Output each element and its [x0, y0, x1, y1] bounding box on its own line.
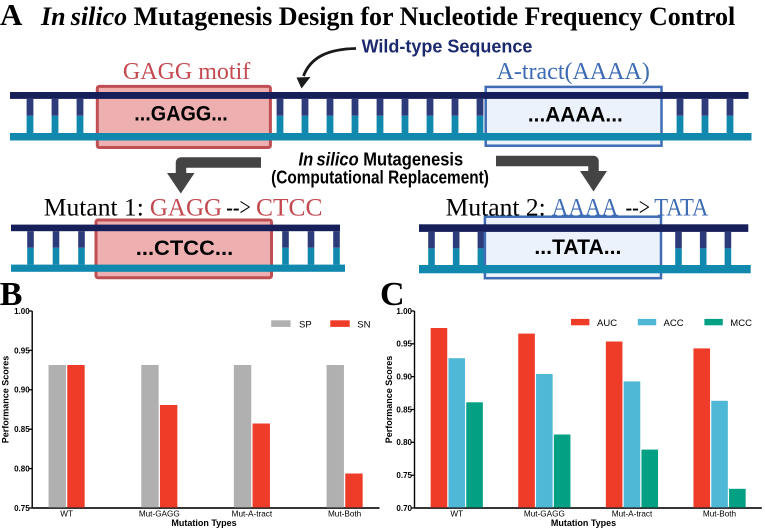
svg-text:Mut-Both: Mut-Both: [328, 509, 362, 518]
svg-text:0.95: 0.95: [14, 346, 30, 355]
svg-text:GAGG: GAGG: [150, 195, 222, 222]
svg-text:...AAAA...: ...AAAA...: [528, 103, 623, 127]
svg-text:1.00: 1.00: [14, 307, 30, 316]
svg-text:0.85: 0.85: [14, 425, 30, 434]
svg-text:0.90: 0.90: [396, 373, 412, 382]
svg-text:-->: -->: [626, 195, 651, 222]
svg-text:AUC: AUC: [597, 318, 617, 329]
svg-text:...CTCC...: ...CTCC...: [136, 236, 233, 260]
svg-text:0.95: 0.95: [396, 340, 412, 349]
svg-text:B: B: [0, 276, 22, 313]
svg-text:0.80: 0.80: [396, 438, 412, 447]
svg-text:AAAA: AAAA: [552, 195, 618, 222]
svg-text:MCC: MCC: [730, 318, 752, 329]
svg-text:Performance Scores: Performance Scores: [1, 356, 11, 444]
svg-text:Mut-GAGG: Mut-GAGG: [524, 509, 565, 518]
svg-text:Mutant 1:: Mutant 1:: [44, 195, 144, 222]
svg-text:In silico Mutagenesis Design f: In silico Mutagenesis Design for Nucleot…: [40, 2, 735, 31]
svg-text:(Computational Replacement): (Computational Replacement): [271, 167, 489, 188]
svg-text:Mutant 2:: Mutant 2:: [446, 195, 546, 222]
svg-text:WT: WT: [450, 509, 463, 518]
svg-text:Mut-A-tract: Mut-A-tract: [232, 509, 273, 518]
svg-text:WT: WT: [60, 509, 73, 518]
svg-text:SP: SP: [299, 319, 312, 330]
svg-text:Mut-A-tract: Mut-A-tract: [612, 509, 653, 518]
svg-text:-->: -->: [226, 195, 251, 222]
svg-text:0.90: 0.90: [14, 386, 30, 395]
svg-text:Wild-type Sequence: Wild-type Sequence: [362, 37, 533, 57]
svg-text:GAGG motif: GAGG motif: [123, 59, 250, 85]
svg-text:ACC: ACC: [664, 318, 684, 329]
svg-text:TATA: TATA: [654, 195, 708, 222]
svg-text:...GAGG...: ...GAGG...: [134, 102, 228, 126]
svg-text:0.75: 0.75: [14, 504, 30, 513]
svg-text:A: A: [0, 0, 23, 32]
svg-text:0.75: 0.75: [396, 471, 412, 480]
svg-text:CTCC: CTCC: [256, 195, 322, 222]
svg-text:Performance Scores: Performance Scores: [384, 356, 394, 444]
svg-text:0.70: 0.70: [396, 504, 412, 513]
svg-text:In silico Mutagenesis: In silico Mutagenesis: [299, 149, 464, 170]
svg-text:A-tract(AAAA): A-tract(AAAA): [497, 59, 650, 85]
svg-text:SN: SN: [357, 319, 370, 330]
svg-text:0.85: 0.85: [396, 405, 412, 414]
svg-text:Mutation Types: Mutation Types: [551, 518, 616, 528]
svg-text:C: C: [380, 276, 405, 313]
svg-text:0.80: 0.80: [14, 465, 30, 474]
svg-text:...TATA...: ...TATA...: [534, 235, 621, 259]
svg-text:Mut-Both: Mut-Both: [703, 509, 737, 518]
svg-text:Mutation Types: Mutation Types: [171, 518, 236, 528]
svg-text:Mut-GAGG: Mut-GAGG: [139, 509, 180, 518]
svg-text:1.00: 1.00: [396, 307, 412, 316]
